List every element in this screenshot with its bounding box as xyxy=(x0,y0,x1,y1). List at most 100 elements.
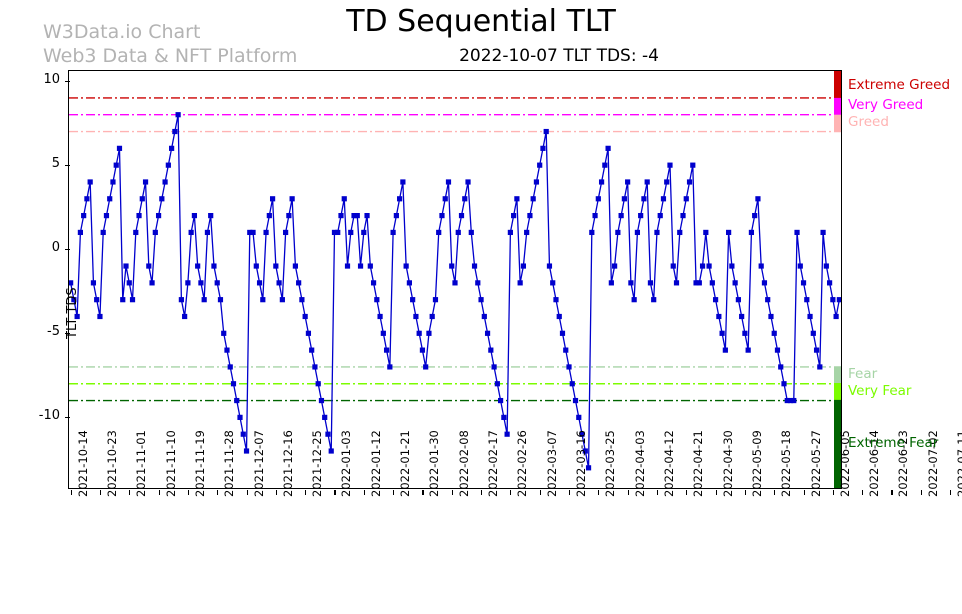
data-point xyxy=(129,297,136,303)
data-point xyxy=(374,297,380,303)
zone-label-very-fear: Very Fear xyxy=(848,383,912,400)
y-axis-title: TLT TDS xyxy=(65,287,80,339)
y-tick-label: 10 xyxy=(43,72,60,88)
data-point xyxy=(706,263,712,269)
data-point xyxy=(813,347,820,353)
data-point xyxy=(729,263,735,269)
data-point xyxy=(260,297,266,303)
data-point xyxy=(644,179,650,185)
data-point xyxy=(774,347,781,353)
data-point xyxy=(302,313,308,320)
data-point xyxy=(237,414,243,420)
data-point xyxy=(224,347,230,353)
data-point xyxy=(501,414,507,420)
data-point xyxy=(484,330,491,336)
data-point xyxy=(791,397,797,404)
data-point xyxy=(748,229,755,236)
data-point xyxy=(621,196,627,202)
data-point xyxy=(266,213,272,219)
data-point xyxy=(576,414,582,420)
x-tick-mark xyxy=(70,490,72,495)
data-point xyxy=(572,397,579,404)
data-point xyxy=(397,196,403,202)
x-tick-mark xyxy=(275,490,277,495)
y-tick-label: -10 xyxy=(38,408,60,424)
data-point xyxy=(406,280,412,286)
data-point xyxy=(491,364,497,370)
data-point xyxy=(283,229,289,236)
data-point xyxy=(344,263,351,269)
x-tick-label: 2022-02-08 xyxy=(456,430,471,497)
data-point xyxy=(120,297,126,303)
y-tick-mark xyxy=(64,417,70,419)
data-point xyxy=(820,229,826,236)
data-point xyxy=(804,297,810,303)
x-tick-label: 2021-12-07 xyxy=(251,430,266,497)
data-point xyxy=(765,297,771,303)
x-tick-label: 2022-04-30 xyxy=(720,430,735,497)
data-point xyxy=(589,229,595,236)
data-point xyxy=(745,347,751,353)
data-point xyxy=(452,280,458,286)
data-point xyxy=(781,381,787,387)
data-point xyxy=(553,297,559,303)
data-point xyxy=(625,179,631,185)
chart-title: TD Sequential TLT xyxy=(346,4,616,39)
data-point xyxy=(159,196,165,202)
x-tick-label: 2021-11-19 xyxy=(192,430,207,497)
y-tick-label: -5 xyxy=(47,324,60,340)
data-point xyxy=(677,229,683,236)
data-point xyxy=(719,330,725,336)
x-tick-mark xyxy=(539,490,541,495)
data-point xyxy=(608,280,614,286)
chart-subtitle: 2022-10-07 TLT TDS: -4 xyxy=(459,46,659,66)
data-point xyxy=(136,213,142,219)
x-tick-label: 2022-05-27 xyxy=(808,430,823,497)
data-point xyxy=(449,263,455,269)
data-point xyxy=(739,313,745,320)
data-point xyxy=(827,280,833,286)
data-point xyxy=(240,431,246,437)
data-point xyxy=(77,229,83,236)
data-point xyxy=(341,196,347,202)
x-tick-mark xyxy=(920,490,922,495)
data-point xyxy=(439,213,445,219)
x-tick-mark xyxy=(451,490,453,495)
data-point xyxy=(292,263,298,269)
data-point xyxy=(195,263,201,269)
data-point xyxy=(377,313,383,320)
data-point xyxy=(81,213,87,219)
data-point xyxy=(615,229,621,236)
data-point xyxy=(253,263,259,269)
data-point xyxy=(514,196,520,202)
data-point xyxy=(169,145,175,151)
data-point xyxy=(517,280,523,286)
x-tick-mark xyxy=(422,490,424,495)
data-point xyxy=(771,330,777,336)
x-tick-label: 2022-01-30 xyxy=(427,430,442,497)
data-point xyxy=(566,364,572,370)
data-point xyxy=(214,280,220,286)
data-point xyxy=(331,229,338,236)
series-line xyxy=(69,114,841,468)
data-point xyxy=(367,263,373,269)
x-tick-mark xyxy=(598,490,600,495)
data-point xyxy=(471,263,478,269)
data-point xyxy=(758,263,764,269)
x-tick-label: 2022-05-09 xyxy=(749,430,764,497)
data-point xyxy=(113,162,119,168)
data-point xyxy=(133,229,139,236)
data-point xyxy=(722,347,728,353)
data-point xyxy=(641,196,647,202)
data-point xyxy=(325,431,331,437)
data-point xyxy=(716,313,722,320)
data-point xyxy=(155,213,162,219)
x-tick-label: 2022-04-03 xyxy=(632,430,647,497)
data-point xyxy=(504,431,510,437)
data-point xyxy=(537,162,543,168)
x-tick-mark xyxy=(334,490,336,495)
zone-band-4 xyxy=(834,383,841,401)
data-point xyxy=(667,162,673,168)
x-tick-mark xyxy=(246,490,248,495)
